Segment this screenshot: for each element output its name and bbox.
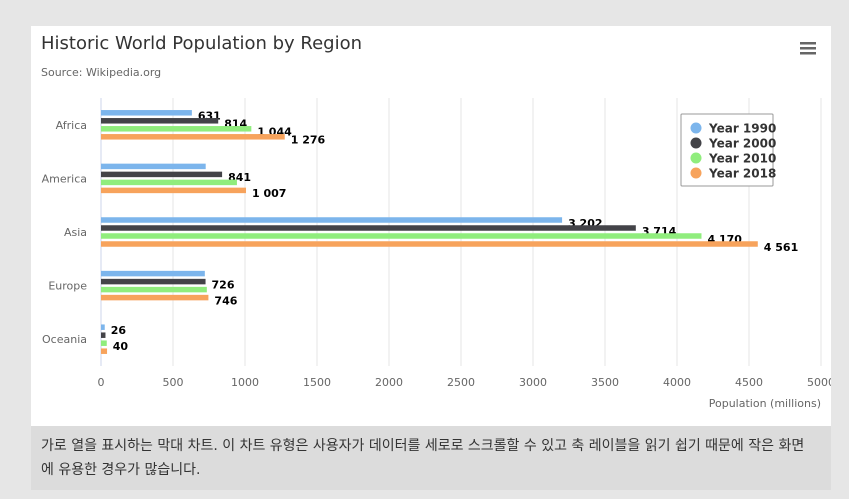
legend-box bbox=[680, 113, 774, 187]
legend-item-label[interactable]: Year 2000 bbox=[708, 137, 776, 151]
chart-title: Historic World Population by Region bbox=[41, 33, 363, 54]
y-category-label: Asia bbox=[64, 226, 87, 239]
x-tick-label: 1500 bbox=[303, 376, 331, 389]
bar[interactable] bbox=[101, 340, 107, 346]
bar[interactable] bbox=[101, 278, 206, 285]
bar-chart: 0 500 1000 1500 2000 2500 3000 3500 4000 4500 5000… bbox=[42, 98, 831, 410]
chart-caption-box: 가로 열을 표시하는 막대 차트. 이 차트 유형은 사용자가 데이터를 세로로… bbox=[31, 426, 831, 490]
chart-card: Historic World Population by Region Sour… bbox=[31, 26, 831, 426]
legend-item-label[interactable]: Year 1990 bbox=[708, 122, 776, 136]
bar[interactable] bbox=[101, 217, 563, 223]
bar[interactable] bbox=[101, 118, 219, 124]
data-label: 1 276 bbox=[291, 134, 326, 147]
legend-item-label[interactable]: Year 2018 bbox=[708, 167, 776, 181]
x-tick-label: 5000 bbox=[807, 376, 831, 389]
x-tick-label: 4500 bbox=[735, 376, 763, 389]
bar[interactable] bbox=[101, 187, 247, 194]
bar[interactable] bbox=[101, 348, 108, 354]
x-tick-label: 3000 bbox=[519, 376, 547, 389]
hamburger-menu-icon[interactable] bbox=[796, 38, 820, 58]
bar[interactable] bbox=[101, 332, 106, 338]
bar[interactable] bbox=[101, 324, 105, 330]
data-label: 40 bbox=[113, 340, 129, 353]
x-tick-label: 2500 bbox=[447, 376, 475, 389]
x-axis-title: Population (millions) bbox=[709, 397, 821, 410]
data-label: 4 561 bbox=[764, 241, 798, 254]
bar[interactable] bbox=[101, 171, 223, 178]
data-label: 746 bbox=[214, 294, 237, 307]
legend-item-label[interactable]: Year 2010 bbox=[708, 152, 776, 166]
x-tick-label: 1000 bbox=[231, 376, 259, 389]
y-category-label: Europe bbox=[48, 280, 87, 293]
x-tick-label: 3500 bbox=[591, 376, 619, 389]
bar[interactable] bbox=[101, 225, 636, 231]
legend-marker[interactable] bbox=[690, 167, 702, 179]
legend-marker[interactable] bbox=[690, 137, 702, 149]
data-label: 26 bbox=[111, 324, 127, 337]
data-label: 1 007 bbox=[252, 187, 286, 200]
data-label: 726 bbox=[212, 278, 235, 291]
legend-marker[interactable] bbox=[690, 122, 702, 134]
x-tick-label: 4000 bbox=[663, 376, 691, 389]
bar[interactable] bbox=[101, 163, 206, 170]
chart-caption: 가로 열을 표시하는 막대 차트. 이 차트 유형은 사용자가 데이터를 세로로… bbox=[41, 438, 805, 478]
y-category-label: Africa bbox=[56, 119, 87, 132]
chart-subtitle: Source: Wikipedia.org bbox=[41, 66, 162, 79]
x-tick-label: 0 bbox=[98, 376, 105, 389]
x-tick-label: 2000 bbox=[375, 376, 403, 389]
y-category-label: Oceania bbox=[42, 333, 87, 346]
y-category-label: America bbox=[42, 172, 87, 185]
bar[interactable] bbox=[101, 233, 702, 239]
bar[interactable] bbox=[101, 126, 252, 132]
bar[interactable] bbox=[101, 294, 209, 301]
bar[interactable] bbox=[101, 286, 207, 293]
bar[interactable] bbox=[101, 110, 192, 116]
x-tick-label: 500 bbox=[163, 376, 184, 389]
legend-marker[interactable] bbox=[690, 152, 702, 164]
bar[interactable] bbox=[101, 134, 285, 140]
bar[interactable] bbox=[101, 241, 758, 247]
bar[interactable] bbox=[101, 270, 205, 277]
bar[interactable] bbox=[101, 179, 237, 186]
